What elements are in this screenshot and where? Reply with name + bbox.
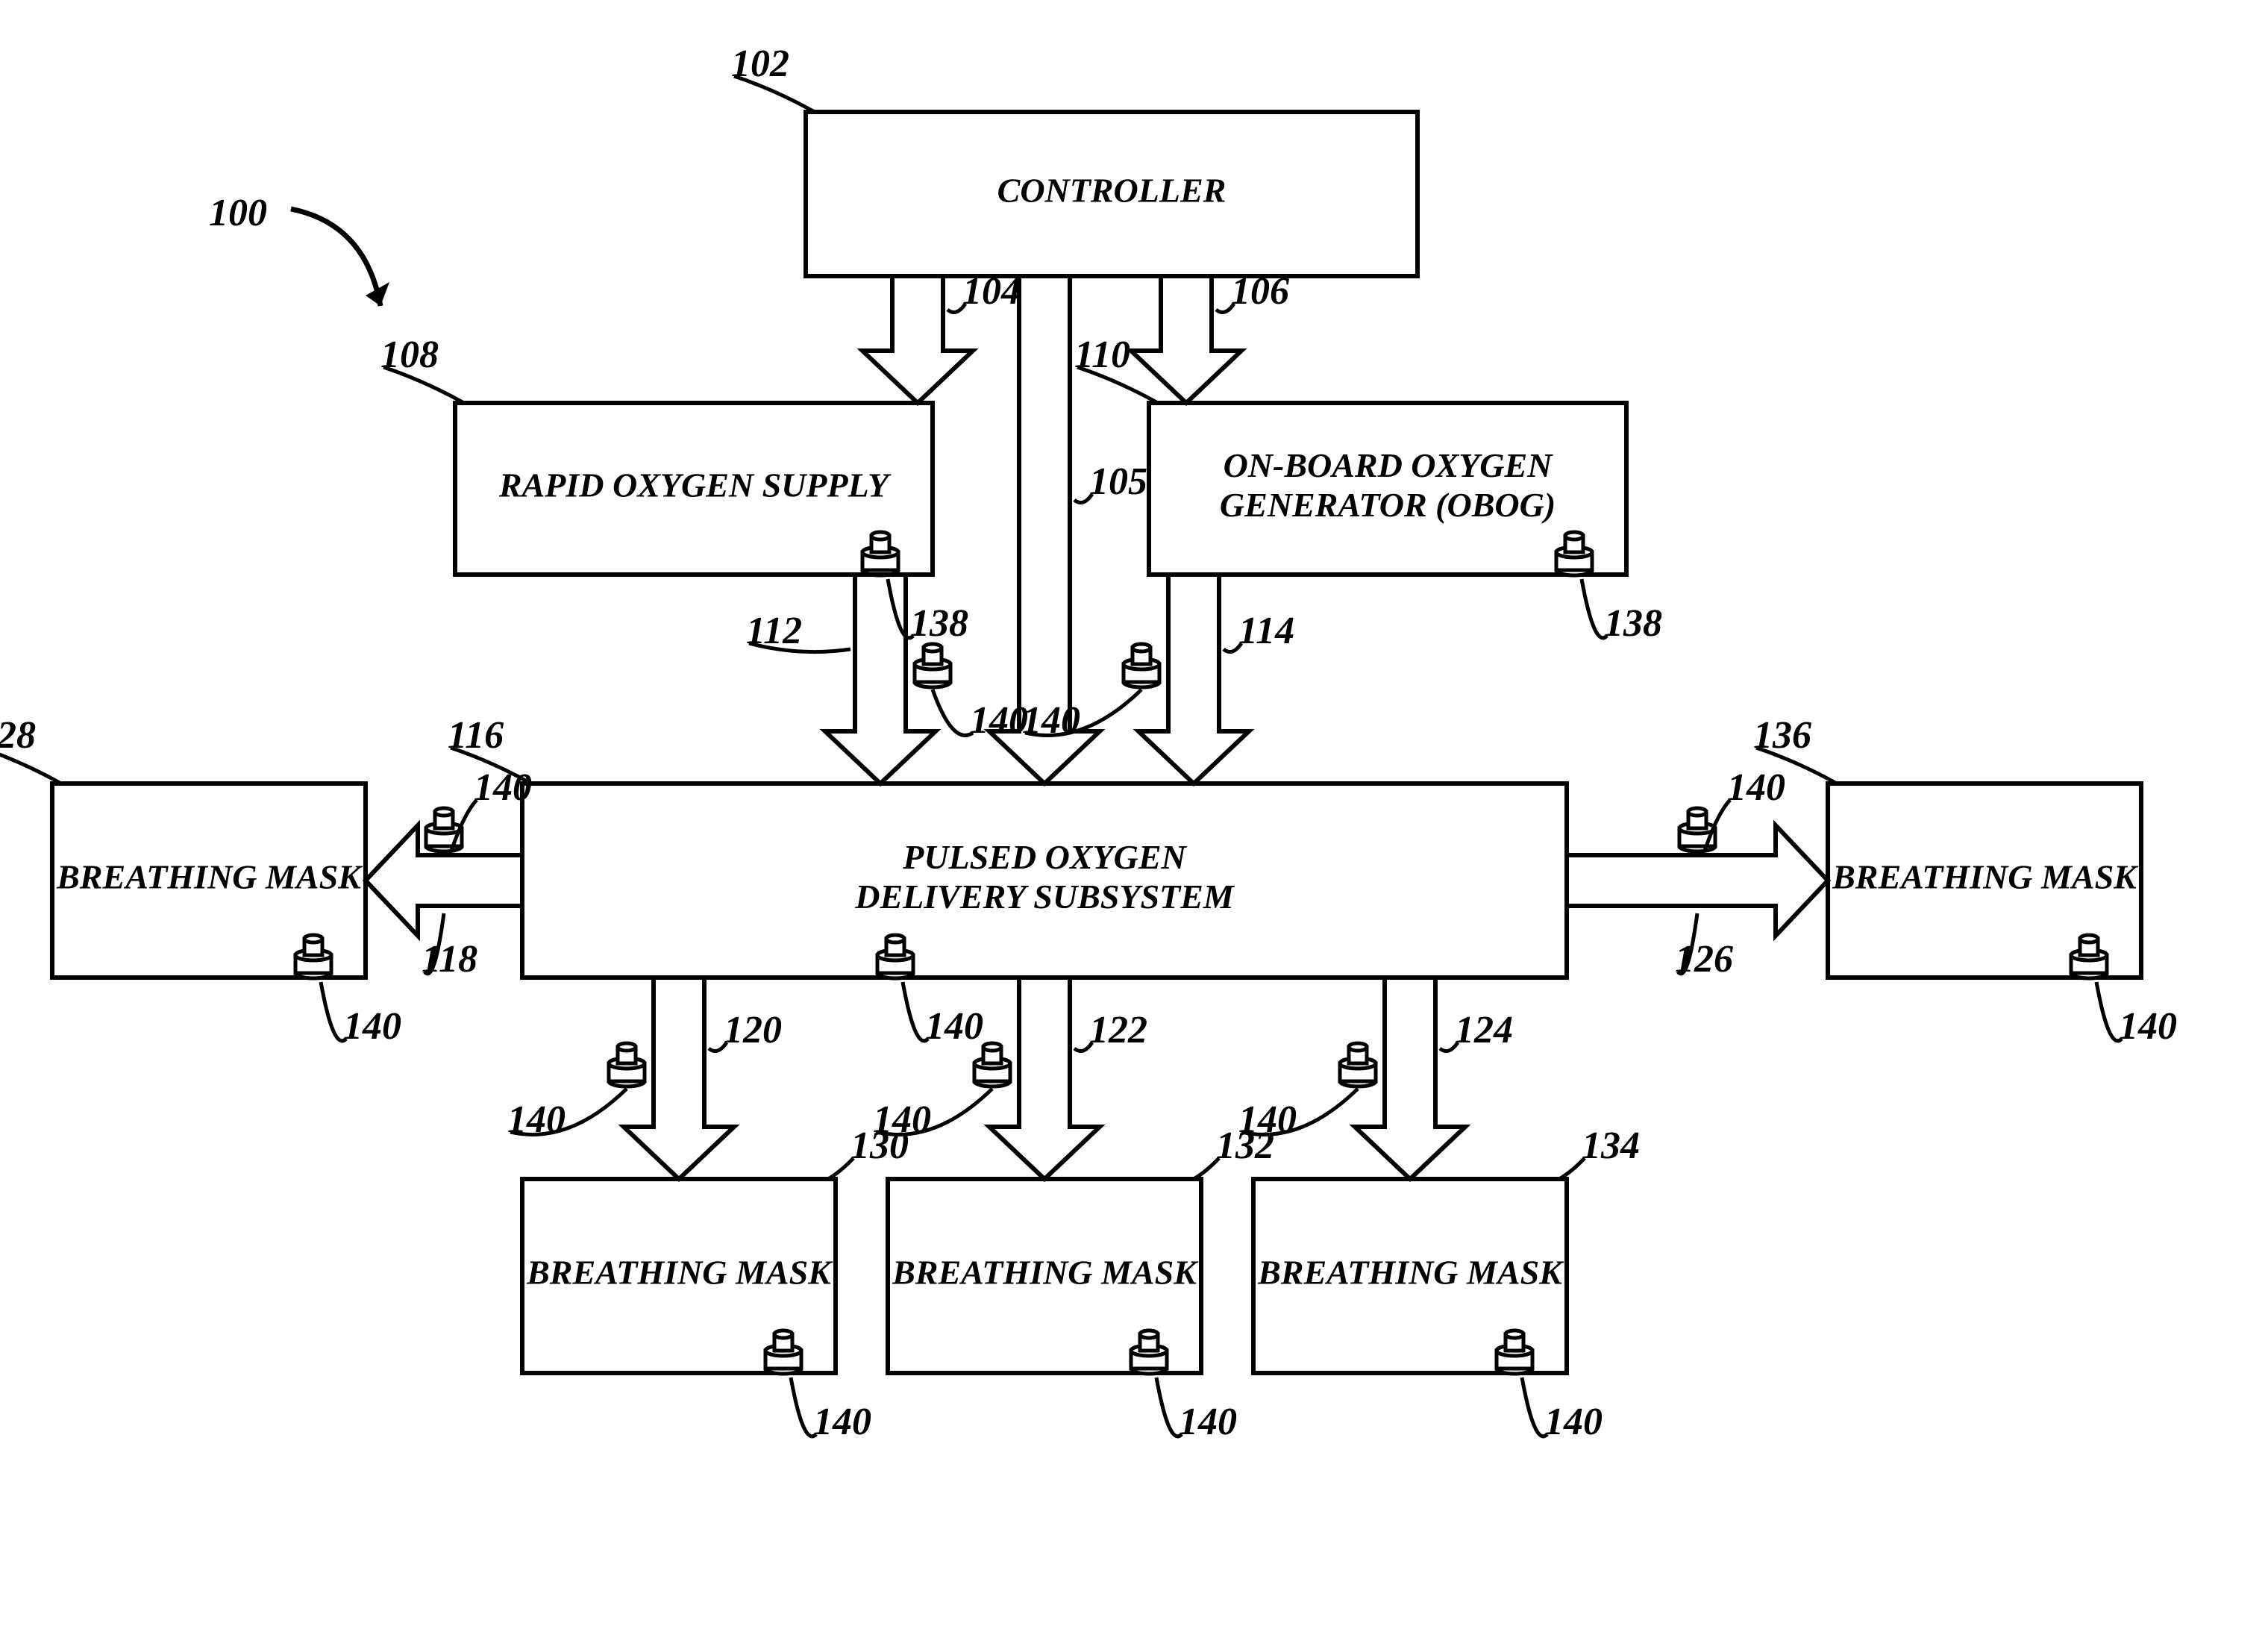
- ref-number: 110: [1074, 334, 1130, 376]
- ref-number: 120: [724, 1009, 782, 1051]
- sensor-icon: [1679, 808, 1715, 851]
- sensor-icon: [974, 1043, 1010, 1086]
- mask_b1-label: BREATHING MASK: [526, 1254, 833, 1292]
- obog-label: GENERATOR (OBOG): [1220, 486, 1556, 524]
- ref-leader: [1156, 1378, 1182, 1436]
- ref-number: 134: [1582, 1125, 1640, 1167]
- flow-arrow: [1131, 276, 1241, 403]
- ref-number: 112: [746, 610, 802, 652]
- sensor-icon: [295, 935, 331, 978]
- diagram-ref-arrow: [291, 209, 380, 306]
- sensor-icon: [915, 644, 950, 687]
- ref-number: 140: [1238, 1098, 1297, 1141]
- ref-number: 140: [1727, 766, 1785, 809]
- ref-number: 114: [1238, 610, 1294, 652]
- ref-leader: [933, 690, 973, 735]
- mask_b3-label: BREATHING MASK: [1257, 1254, 1564, 1292]
- sensor-icon: [1340, 1043, 1376, 1086]
- sensor-icon: [1124, 644, 1159, 687]
- mask_l-label: BREATHING MASK: [56, 858, 363, 896]
- ref-number: 118: [422, 938, 477, 981]
- sensor-icon: [1556, 532, 1592, 575]
- ref-number: 138: [910, 602, 968, 645]
- ref-number: 108: [380, 334, 439, 376]
- ref-leader: [1522, 1378, 1547, 1436]
- ref-number: 138: [1604, 602, 1662, 645]
- ref-number: 140: [1544, 1401, 1603, 1443]
- ref-leader: [321, 982, 346, 1041]
- ref-leader: [791, 1378, 816, 1436]
- pods-label: DELIVERY SUBSYSTEM: [854, 878, 1235, 916]
- ref-number: 106: [1231, 270, 1289, 313]
- ref-leader: [888, 579, 913, 638]
- ref-leader: [1582, 579, 1607, 638]
- mask_r-label: BREATHING MASK: [1832, 858, 2139, 896]
- ref-number: 126: [1675, 938, 1733, 981]
- ref-number: 140: [507, 1098, 566, 1141]
- sensor-icon: [862, 532, 898, 575]
- ref-leader: [903, 982, 928, 1041]
- ref-number: 104: [962, 270, 1021, 313]
- ref-leader: [828, 1158, 853, 1179]
- ref-leader: [2096, 982, 2122, 1041]
- ref-leader: [1559, 1158, 1585, 1179]
- ref-leader: [1194, 1158, 1219, 1179]
- ref-number: 140: [343, 1005, 401, 1048]
- ref-number: 140: [474, 766, 532, 809]
- ref-number: 140: [925, 1005, 983, 1048]
- mask_b2-label: BREATHING MASK: [892, 1254, 1199, 1292]
- oxygen-system-diagram: CONTROLLER 102 RAPID OXYGEN SUPPLY 108 138 ON…: [0, 0, 2268, 1626]
- sensor-icon: [1131, 1330, 1167, 1374]
- sensor-icon: [2071, 935, 2107, 978]
- ref-number: 128: [0, 714, 36, 757]
- ref-number: 102: [731, 43, 789, 85]
- pods-label: PULSED OXYGEN: [902, 838, 1187, 876]
- ref-number: 140: [2119, 1005, 2177, 1048]
- sensor-icon: [877, 935, 913, 978]
- ref-number: 140: [873, 1098, 931, 1141]
- ref-number: 140: [1179, 1401, 1237, 1443]
- diagram-ref: 100: [209, 192, 267, 234]
- ref-number: 140: [813, 1401, 871, 1443]
- sensor-icon: [765, 1330, 801, 1374]
- rapid-label: RAPID OXYGEN SUPPLY: [498, 466, 892, 504]
- sensor-icon: [1497, 1330, 1532, 1374]
- ref-number: 140: [1022, 699, 1080, 742]
- controller-label: CONTROLLER: [997, 172, 1227, 210]
- ref-number: 140: [970, 699, 1028, 742]
- flow-arrow: [862, 276, 973, 403]
- ref-number: 105: [1089, 460, 1147, 503]
- ref-number: 122: [1089, 1009, 1147, 1051]
- obog-label: ON-BOARD OXYGEN: [1224, 446, 1554, 484]
- ref-number: 124: [1455, 1009, 1513, 1051]
- ref-number: 136: [1753, 714, 1811, 757]
- ref-number: 116: [448, 714, 504, 757]
- sensor-icon: [609, 1043, 645, 1086]
- sensor-icon: [426, 808, 462, 851]
